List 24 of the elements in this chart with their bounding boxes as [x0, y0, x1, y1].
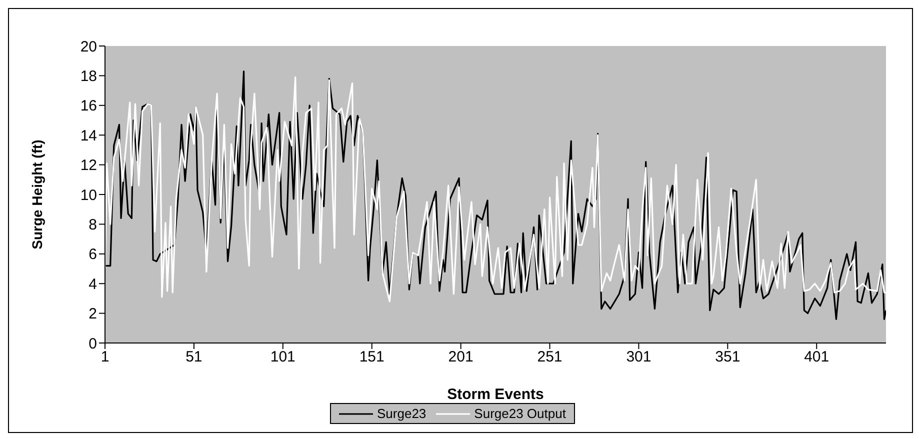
y-tick-label: 12 [80, 157, 97, 174]
y-tick-label: 18 [80, 68, 97, 86]
x-axis-title: Storm Events [447, 386, 544, 403]
legend-label: Surge23 Output [474, 406, 566, 421]
x-tick-label: 301 [626, 348, 652, 366]
x-tick-label: 351 [715, 348, 740, 366]
y-axis-title: Surge Height (ft) [28, 140, 45, 250]
y-tick-label: 16 [80, 98, 97, 115]
x-tick-label: 251 [537, 348, 562, 366]
y-tick-label: 4 [88, 276, 97, 293]
y-tick-label: 20 [80, 38, 97, 56]
x-tick-label: 101 [270, 348, 296, 366]
x-tick-label: 51 [186, 348, 202, 366]
y-tick-label: 14 [80, 127, 97, 144]
y-tick-label: 10 [80, 186, 97, 204]
x-tick-label: 401 [804, 348, 830, 366]
y-tick-label: 8 [88, 216, 97, 234]
y-tick-label: 6 [88, 246, 97, 264]
x-tick-label: 201 [448, 348, 474, 366]
legend-label: Surge23 [377, 406, 426, 421]
x-tick-label: 151 [359, 348, 384, 366]
x-tick-label: 1 [100, 348, 110, 366]
y-tick-label: 0 [88, 335, 97, 352]
y-tick-label: 2 [88, 306, 97, 323]
